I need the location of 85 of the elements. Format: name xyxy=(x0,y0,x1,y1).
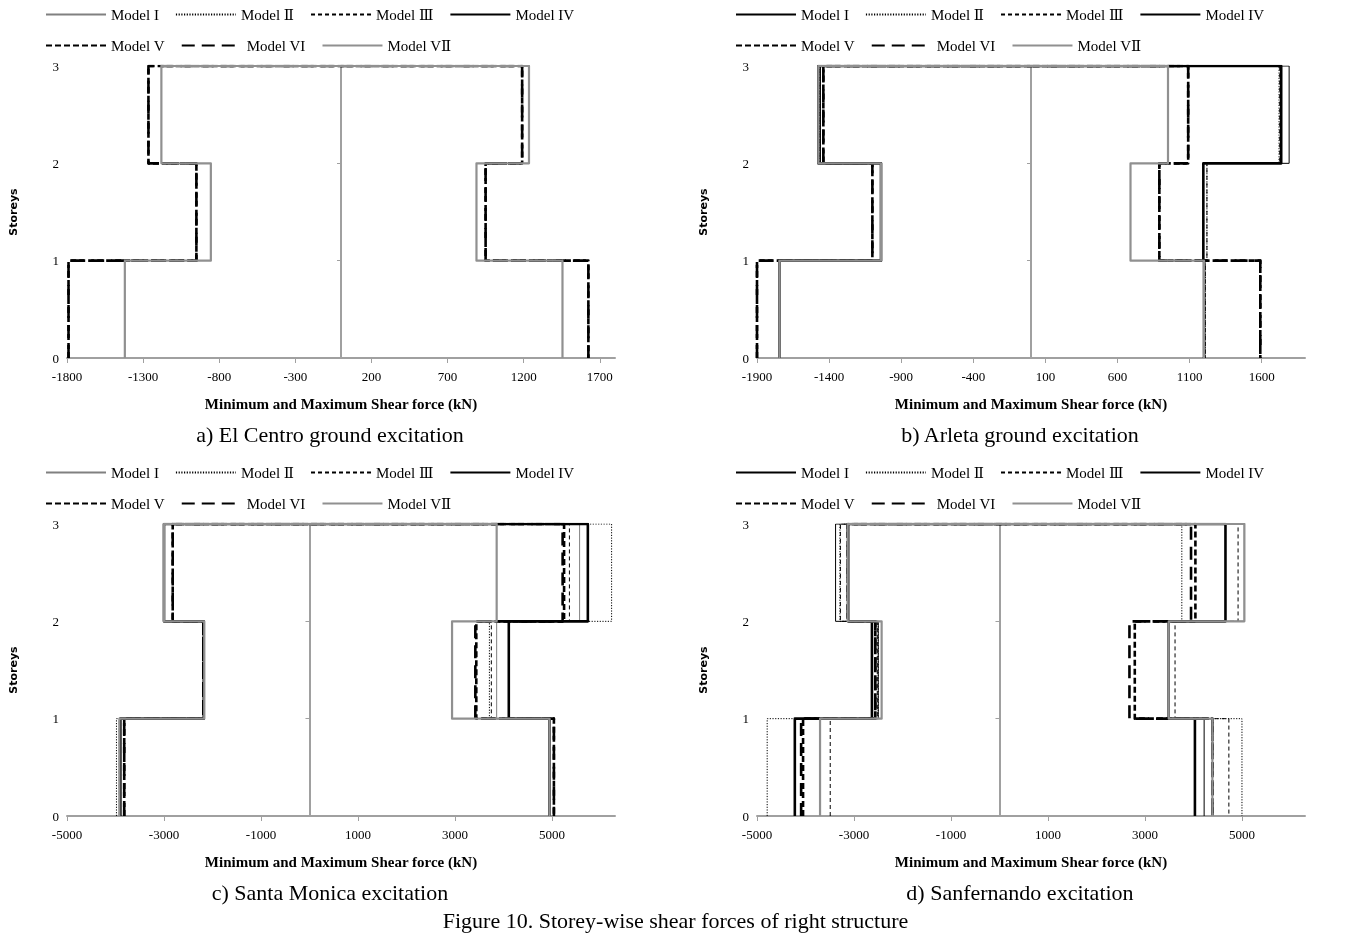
legend-label: Model I xyxy=(111,6,159,23)
x-tick-label: -5000 xyxy=(741,827,773,842)
x-tick-label: 3000 xyxy=(441,827,468,842)
x-tick-label: 600 xyxy=(1107,369,1128,384)
x-axis-title: Minimum and Maximum Shear force (kN) xyxy=(894,395,1168,413)
legend-label: Model V xyxy=(111,37,165,54)
x-tick-label: 700 xyxy=(437,369,458,384)
y-tick-label: 0 xyxy=(742,808,749,824)
legend-label: Model VⅡ xyxy=(1077,37,1142,54)
x-tick-label: -1900 xyxy=(741,369,773,384)
x-tick-label: -1300 xyxy=(127,369,159,384)
legend-label: Model VⅡ xyxy=(1077,495,1142,512)
legend-label: Model IV xyxy=(1205,6,1265,23)
legend-label: Model Ⅱ xyxy=(240,464,295,481)
y-axis-title: Storeys xyxy=(697,645,710,694)
text: d) Sanfernando excitation xyxy=(905,879,1135,907)
text: a) El Centro ground excitation xyxy=(195,421,465,449)
x-axis-title: Minimum and Maximum Shear force (kN) xyxy=(204,395,478,413)
x-tick-label: 1000 xyxy=(344,827,371,842)
y-tick-label: 2 xyxy=(742,613,749,629)
x-tick-label: 100 xyxy=(1035,369,1056,384)
legend-label: Model Ⅲ xyxy=(376,464,434,481)
y-tick-label: 0 xyxy=(52,350,59,366)
legend-label: Model V xyxy=(111,495,165,512)
y-tick-label: 0 xyxy=(52,808,59,824)
legend-label: Model IV xyxy=(1205,464,1265,481)
legend-label: Model Ⅲ xyxy=(1066,6,1124,23)
x-tick-label: 1200 xyxy=(510,369,537,384)
legend-label: Model Ⅱ xyxy=(930,6,985,23)
x-tick-label: 200 xyxy=(361,369,382,384)
text: c) Santa Monica excitation xyxy=(210,879,450,907)
x-tick-label: -1800 xyxy=(51,369,83,384)
y-tick-label: 3 xyxy=(742,58,749,74)
y-axis-title: Storeys xyxy=(7,187,20,236)
x-tick-label: -800 xyxy=(207,369,232,384)
legend-label: Model I xyxy=(801,464,849,481)
x-tick-label: 1600 xyxy=(1248,369,1275,384)
x-tick-label: -300 xyxy=(283,369,308,384)
x-tick-label: -900 xyxy=(889,369,914,384)
x-tick-label: -5000 xyxy=(51,827,83,842)
legend-label: Model Ⅲ xyxy=(1066,464,1124,481)
y-axis-title: Storeys xyxy=(697,187,710,236)
x-tick-label: -1000 xyxy=(935,827,967,842)
legend-label: Model V xyxy=(801,495,855,512)
x-tick-label: 5000 xyxy=(1228,827,1255,842)
x-tick-label: 1100 xyxy=(1176,369,1203,384)
legend-label: Model VI xyxy=(246,495,306,512)
y-tick-label: 3 xyxy=(742,516,749,532)
legend-label: Model VⅡ xyxy=(387,37,452,54)
legend-label: Model I xyxy=(801,6,849,23)
legend-label: Model Ⅲ xyxy=(376,6,434,23)
caption: Figure 10. Storey-wise shear forces of right structure xyxy=(441,908,910,934)
y-axis-title: Storeys xyxy=(7,645,20,694)
x-tick-label: -3000 xyxy=(838,827,870,842)
legend-label: Model Ⅱ xyxy=(930,464,985,481)
text: b) Arleta ground excitation xyxy=(900,421,1140,449)
y-tick-label: 1 xyxy=(742,711,749,727)
legend-label: Model Ⅱ xyxy=(240,6,295,23)
x-tick-label: 1000 xyxy=(1034,827,1061,842)
y-tick-label: 3 xyxy=(52,516,59,532)
y-tick-label: 2 xyxy=(52,613,59,629)
y-tick-label: 0 xyxy=(742,350,749,366)
y-tick-label: 1 xyxy=(742,253,749,269)
y-tick-label: 1 xyxy=(52,711,59,727)
x-axis-title: Minimum and Maximum Shear force (kN) xyxy=(894,853,1168,871)
legend-label: Model VI xyxy=(936,495,996,512)
x-axis-title: Minimum and Maximum Shear force (kN) xyxy=(204,853,478,871)
y-tick-label: 2 xyxy=(742,155,749,171)
y-tick-label: 3 xyxy=(52,58,59,74)
legend-label: Model VI xyxy=(246,37,306,54)
legend-label: Model VI xyxy=(936,37,996,54)
x-tick-label: 1700 xyxy=(586,369,613,384)
x-tick-label: -1400 xyxy=(813,369,845,384)
legend-label: Model IV xyxy=(515,6,575,23)
x-tick-label: 5000 xyxy=(538,827,565,842)
y-tick-label: 1 xyxy=(52,253,59,269)
x-tick-label: -3000 xyxy=(148,827,180,842)
legend-label: Model I xyxy=(111,464,159,481)
x-tick-label: -400 xyxy=(961,369,986,384)
x-tick-label: 3000 xyxy=(1131,827,1158,842)
legend-label: Model IV xyxy=(515,464,575,481)
x-tick-label: -1000 xyxy=(245,827,277,842)
y-tick-label: 2 xyxy=(52,155,59,171)
legend-label: Model VⅡ xyxy=(387,495,452,512)
legend-label: Model V xyxy=(801,37,855,54)
